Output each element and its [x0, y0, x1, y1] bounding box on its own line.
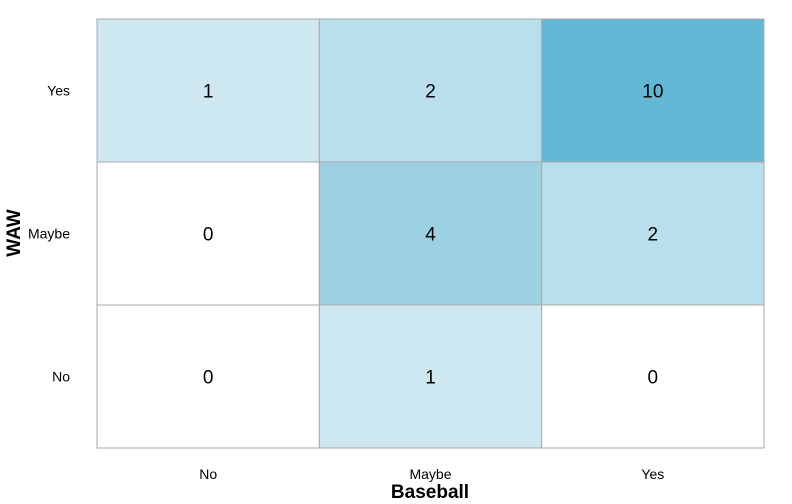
heatmap-cell-yes-no [96, 18, 320, 163]
cell-value-label: 4 [425, 225, 436, 246]
x-tick-label: Yes [641, 466, 664, 482]
x-tick-label: Maybe [409, 466, 451, 482]
x-tick-label: No [199, 466, 217, 482]
y-axis-tick-labels: No Maybe Yes [28, 83, 70, 385]
cell-value-label: 0 [203, 368, 214, 389]
heatmap-cell-maybe-no [96, 161, 320, 306]
cell-value-label: 0 [203, 225, 214, 246]
heatmap-cell-maybe-maybe [318, 161, 543, 306]
heatmap-cell-no-no [96, 304, 320, 449]
y-axis-title: WAW [4, 209, 25, 257]
y-tick-label: Maybe [28, 226, 70, 242]
heatmap-cell-no-maybe [318, 304, 543, 449]
heatmap-cell-maybe-yes [541, 161, 765, 306]
y-tick-label: Yes [47, 83, 70, 99]
cell-value-label: 10 [642, 82, 663, 103]
x-axis-tick-labels: No Maybe Yes [199, 466, 664, 482]
cell-value-label: 0 [648, 368, 659, 389]
heatmap-cell-yes-yes [541, 18, 765, 163]
cell-value-label: 1 [425, 368, 436, 389]
y-tick-label: No [52, 369, 70, 385]
cell-value-label: 2 [648, 225, 659, 246]
cell-value-label: 1 [203, 82, 214, 103]
heatmap-cells [96, 18, 765, 449]
heatmap-cell-yes-maybe [318, 18, 543, 163]
heatmap-value-labels: 0 1 00 4 21 2 10 [203, 82, 664, 389]
x-axis-title: Baseball [391, 482, 469, 503]
cell-value-label: 2 [425, 82, 436, 103]
